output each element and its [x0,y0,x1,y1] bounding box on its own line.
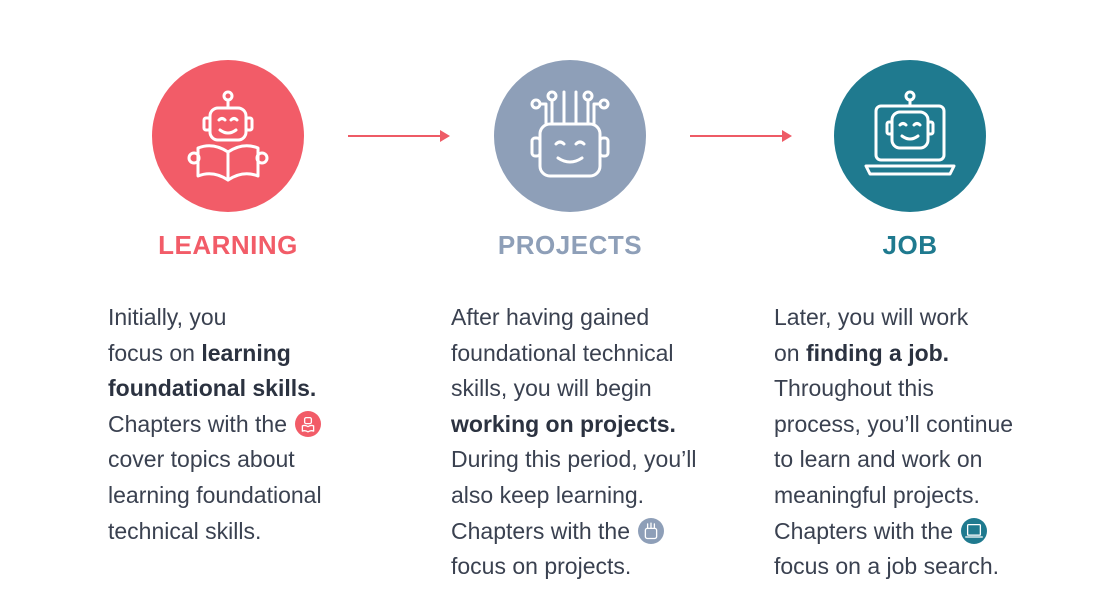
job-mini-badge [961,517,988,544]
text-line: learning foundational [108,481,322,508]
robot-reading-book-icon [302,416,315,433]
text-line: After having gained [451,304,650,330]
text-line: During this period, you’ll [451,446,697,473]
emphasis: learning [201,339,291,366]
text-line: meaningful projects. [774,481,980,508]
text-line: Chapters with the [774,514,1094,550]
text-line: focus on projects. [451,553,632,580]
text-line: technical skills. [108,517,262,544]
robot-head-circuits-icon [530,90,610,178]
text-line: Chapters with the [451,514,761,550]
robot-reading-book-icon [187,90,269,182]
text-line: working on projects. [451,407,761,443]
text-line: on finding a job. [774,339,950,366]
text-line: skills, you will begin [451,375,652,402]
emphasis: finding a job. [805,339,950,366]
text-line: Later, you will work [774,304,969,330]
text-line: foundational skills. [108,371,408,407]
robot-head-circuits-icon [645,522,658,539]
learning-title: LEARNING [158,230,298,260]
robot-laptop-icon [864,90,956,176]
text-line: cover topics about [108,446,295,473]
emphasis: working on projects. [451,410,676,437]
arrow-right-icon [690,130,792,142]
text-line: Chapters with the [108,407,408,443]
job-stage-badge [834,60,986,212]
text-line: process, you’ll continue [774,410,1014,437]
robot-laptop-icon [965,523,984,538]
learning-description: Initially, you focus on learning foundat… [108,300,408,549]
arrow-right-icon [348,130,450,142]
text-line: foundational technical [451,339,674,366]
projects-mini-badge [638,517,665,544]
learning-stage-badge [152,60,304,212]
text-line: Initially, you [108,304,227,330]
emphasis: foundational skills. [108,375,317,402]
job-title: JOB [882,230,938,260]
text-line: focus on a job search. [774,553,1000,580]
projects-stage-badge [494,60,646,212]
learning-mini-badge [295,410,322,437]
text-line: to learn and work on [774,446,983,473]
text-line: Throughout this [774,375,934,402]
text-line: also keep learning. [451,481,645,508]
projects-description: After having gained foundational technic… [451,300,761,585]
text-line: focus on learning [108,339,291,366]
projects-title: PROJECTS [497,230,643,260]
job-description: Later, you will work on finding a job. T… [774,300,1094,585]
